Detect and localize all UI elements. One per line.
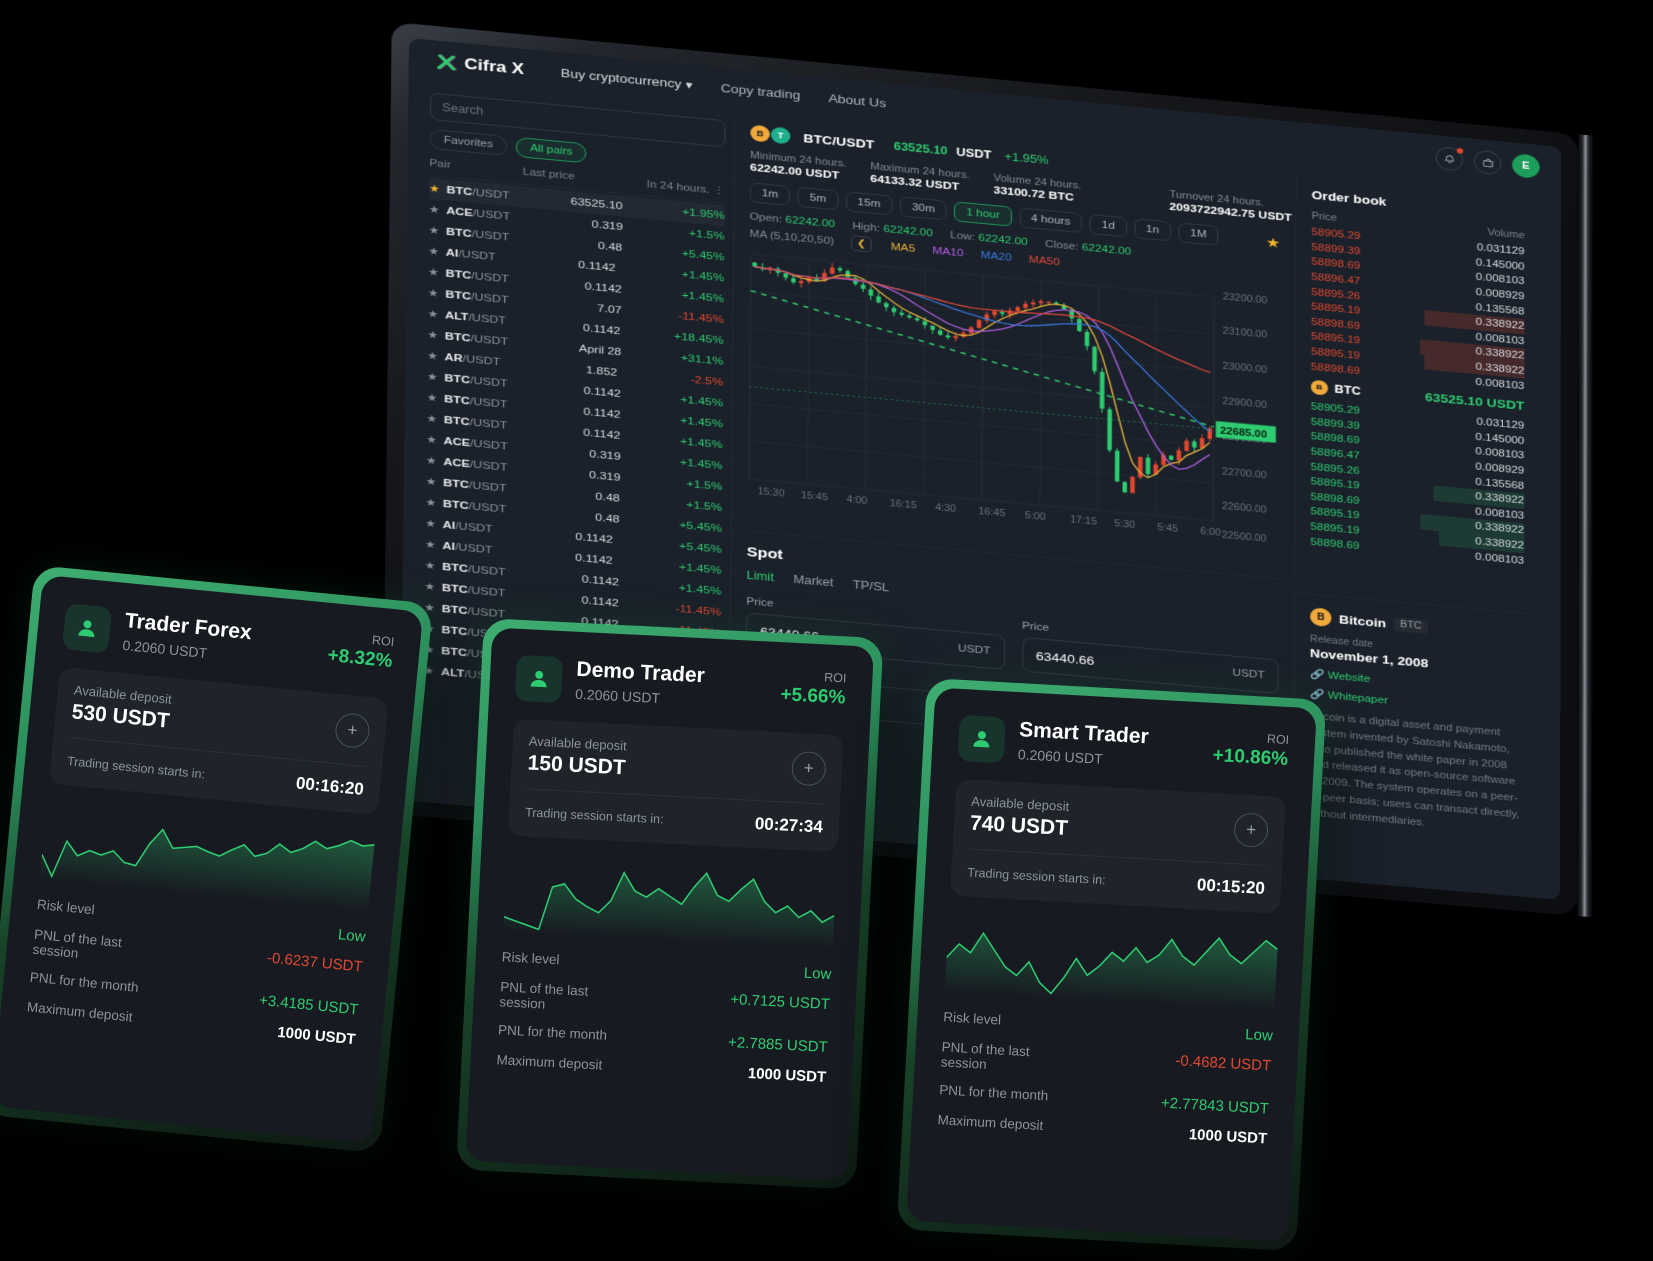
svg-text:16:45: 16:45: [978, 507, 1005, 519]
svg-text:22600.00: 22600.00: [1222, 502, 1267, 516]
svg-text:5:30: 5:30: [1114, 519, 1135, 531]
svg-text:23000.00: 23000.00: [1222, 362, 1267, 376]
svg-text:4:30: 4:30: [935, 503, 956, 515]
svg-text:15:45: 15:45: [801, 491, 829, 503]
svg-text:5:45: 5:45: [1157, 523, 1178, 535]
svg-text:5:00: 5:00: [1025, 511, 1046, 523]
svg-text:22700.00: 22700.00: [1222, 467, 1267, 481]
svg-text:15:30: 15:30: [758, 487, 786, 499]
svg-text:23100.00: 23100.00: [1223, 326, 1268, 340]
svg-text:22900.00: 22900.00: [1222, 397, 1267, 411]
svg-text:16:15: 16:15: [890, 499, 918, 511]
svg-text:6:00: 6:00: [1200, 527, 1221, 539]
svg-text:17:15: 17:15: [1070, 515, 1097, 527]
svg-text:23200.00: 23200.00: [1223, 292, 1268, 306]
svg-text:4:00: 4:00: [846, 495, 868, 507]
svg-text:22500.00: 22500.00: [1222, 531, 1267, 545]
